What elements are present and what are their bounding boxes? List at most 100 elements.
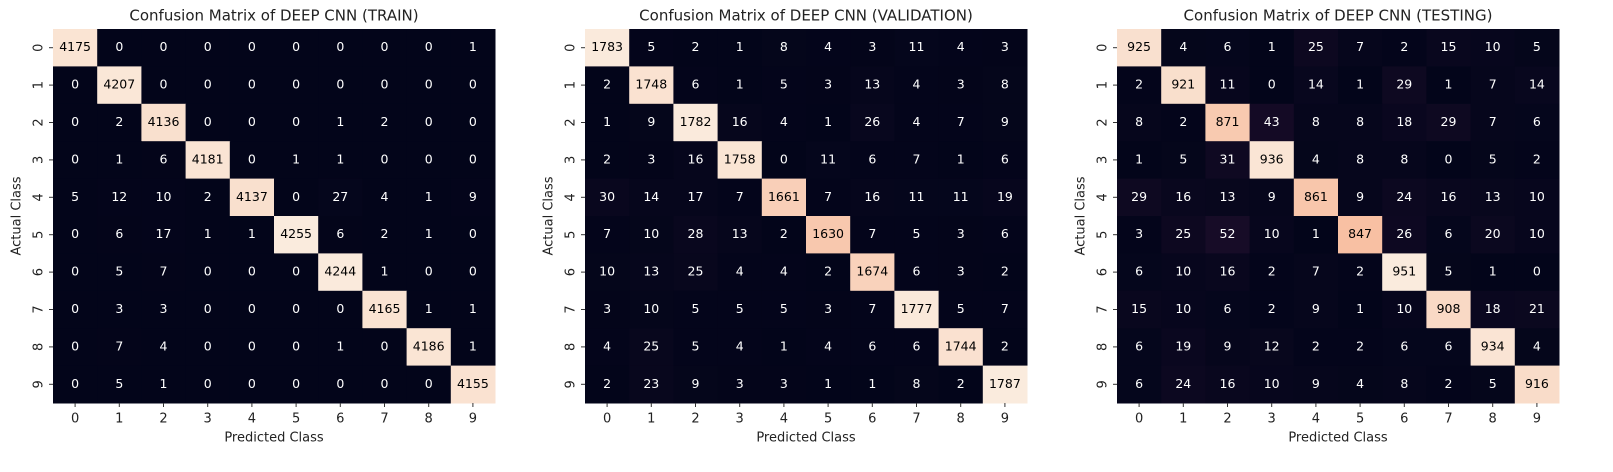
cell-label: 0 bbox=[71, 114, 79, 129]
heatmap-cell bbox=[1426, 103, 1472, 142]
heatmap-cell bbox=[585, 66, 630, 105]
x-tick-label: 8 bbox=[957, 412, 965, 427]
cell-label: 4 bbox=[780, 114, 788, 129]
heatmap-cell bbox=[450, 103, 496, 142]
heatmap-cell bbox=[406, 103, 452, 142]
cell-label: 7 bbox=[603, 226, 611, 241]
heatmap-cell bbox=[806, 178, 851, 217]
heatmap-cell bbox=[1249, 253, 1295, 292]
heatmap-cell bbox=[1426, 253, 1472, 292]
cell-label: 4255 bbox=[280, 226, 312, 241]
heatmap-cell bbox=[982, 216, 1028, 254]
heatmap-cell bbox=[1514, 328, 1560, 367]
heatmap-cell bbox=[1117, 328, 1162, 367]
cell-label: 10 bbox=[1529, 226, 1545, 241]
heatmap-cell bbox=[761, 178, 807, 217]
heatmap-cell bbox=[1338, 290, 1383, 329]
cell-label: 0 bbox=[204, 338, 212, 353]
heatmap-cell bbox=[1426, 178, 1472, 217]
cell-label: 6 bbox=[336, 226, 344, 241]
cell-label: 871 bbox=[1216, 114, 1240, 129]
cell-label: 13 bbox=[1485, 189, 1501, 204]
x-tick-label: 4 bbox=[248, 412, 256, 427]
heatmap-cell bbox=[362, 328, 408, 367]
cell-label: 2 bbox=[1356, 338, 1364, 353]
cell-label: 0 bbox=[336, 301, 344, 316]
cell-label: 16 bbox=[1220, 376, 1236, 391]
heatmap-cell bbox=[406, 253, 452, 292]
x-tick-label: 6 bbox=[868, 412, 876, 427]
cell-label: 6 bbox=[1224, 301, 1232, 316]
cell-label: 4186 bbox=[413, 338, 445, 353]
cell-label: 25 bbox=[643, 338, 659, 353]
cell-label: 4 bbox=[160, 338, 168, 353]
heatmap-cell bbox=[406, 66, 452, 105]
heatmap-cell bbox=[585, 29, 630, 67]
cell-label: 31 bbox=[1220, 151, 1236, 166]
cell-label: 6 bbox=[115, 226, 123, 241]
cell-label: 4 bbox=[913, 114, 921, 129]
heatmap-cell bbox=[53, 103, 98, 142]
heatmap-cell bbox=[318, 253, 363, 292]
cell-label: 8 bbox=[1001, 77, 1009, 92]
heatmap-cell bbox=[406, 290, 452, 329]
cell-label: 9 bbox=[647, 114, 655, 129]
heatmap-cell bbox=[274, 141, 319, 180]
cell-label: 6 bbox=[1400, 338, 1408, 353]
cell-label: 0 bbox=[780, 151, 788, 166]
heatmap-cell bbox=[97, 66, 142, 105]
heatmap-cell bbox=[717, 103, 763, 142]
cell-label: 4 bbox=[603, 338, 611, 353]
heatmap-cell bbox=[717, 365, 763, 404]
cell-label: 0 bbox=[425, 264, 433, 279]
x-tick-label: 2 bbox=[159, 412, 167, 427]
heatmap-cell bbox=[450, 29, 496, 67]
heatmap-cell bbox=[894, 253, 940, 292]
cell-label: 1782 bbox=[680, 114, 712, 129]
cell-label: 7 bbox=[913, 151, 921, 166]
cell-label: 11 bbox=[953, 189, 969, 204]
y-tick-label: 6 bbox=[32, 268, 47, 276]
heatmap-cell bbox=[629, 29, 674, 67]
cell-label: 18 bbox=[1396, 114, 1412, 129]
heatmap-cell bbox=[982, 103, 1028, 142]
heatmap-cell bbox=[585, 365, 630, 404]
heatmap-cell bbox=[1249, 66, 1295, 105]
cell-label: 1 bbox=[824, 114, 832, 129]
cell-label: 2 bbox=[204, 189, 212, 204]
heatmap-cell bbox=[1205, 290, 1251, 329]
heatmap-cell bbox=[450, 253, 496, 292]
cell-label: 0 bbox=[71, 77, 79, 92]
cell-label: 24 bbox=[1175, 376, 1191, 391]
cell-label: 1777 bbox=[901, 301, 933, 316]
cell-label: 2 bbox=[1001, 264, 1009, 279]
cell-label: 11 bbox=[1220, 77, 1236, 92]
heatmap-cell bbox=[141, 328, 187, 367]
cell-label: 0 bbox=[336, 39, 344, 54]
cell-label: 925 bbox=[1127, 39, 1151, 54]
cell-label: 847 bbox=[1348, 226, 1372, 241]
heatmap-cell bbox=[185, 103, 231, 142]
cell-label: 29 bbox=[1441, 114, 1457, 129]
heatmap-cell bbox=[1249, 328, 1295, 367]
cell-label: 1 bbox=[824, 376, 832, 391]
cell-label: 1 bbox=[248, 226, 256, 241]
heatmap-cell bbox=[1205, 141, 1251, 180]
heatmap-cell bbox=[1161, 29, 1206, 67]
heatmap-cell bbox=[629, 178, 674, 217]
heatmap-cell bbox=[1514, 141, 1560, 180]
heatmap-cell bbox=[894, 328, 940, 367]
heatmap-cell bbox=[1161, 290, 1206, 329]
y-tick-label: 4 bbox=[32, 193, 47, 201]
heatmap-cell bbox=[1293, 178, 1339, 217]
cell-label: 0 bbox=[248, 77, 256, 92]
heatmap-cell bbox=[406, 328, 452, 367]
cell-label: 8 bbox=[1356, 151, 1364, 166]
cell-label: 1 bbox=[425, 189, 433, 204]
cell-label: 11 bbox=[909, 39, 925, 54]
heatmap-cell bbox=[1293, 216, 1339, 254]
heatmap-cell bbox=[229, 365, 275, 404]
heatmap-cell bbox=[1205, 328, 1251, 367]
x-tick-label: 0 bbox=[1135, 412, 1143, 427]
x-tick-label: 3 bbox=[1268, 412, 1276, 427]
